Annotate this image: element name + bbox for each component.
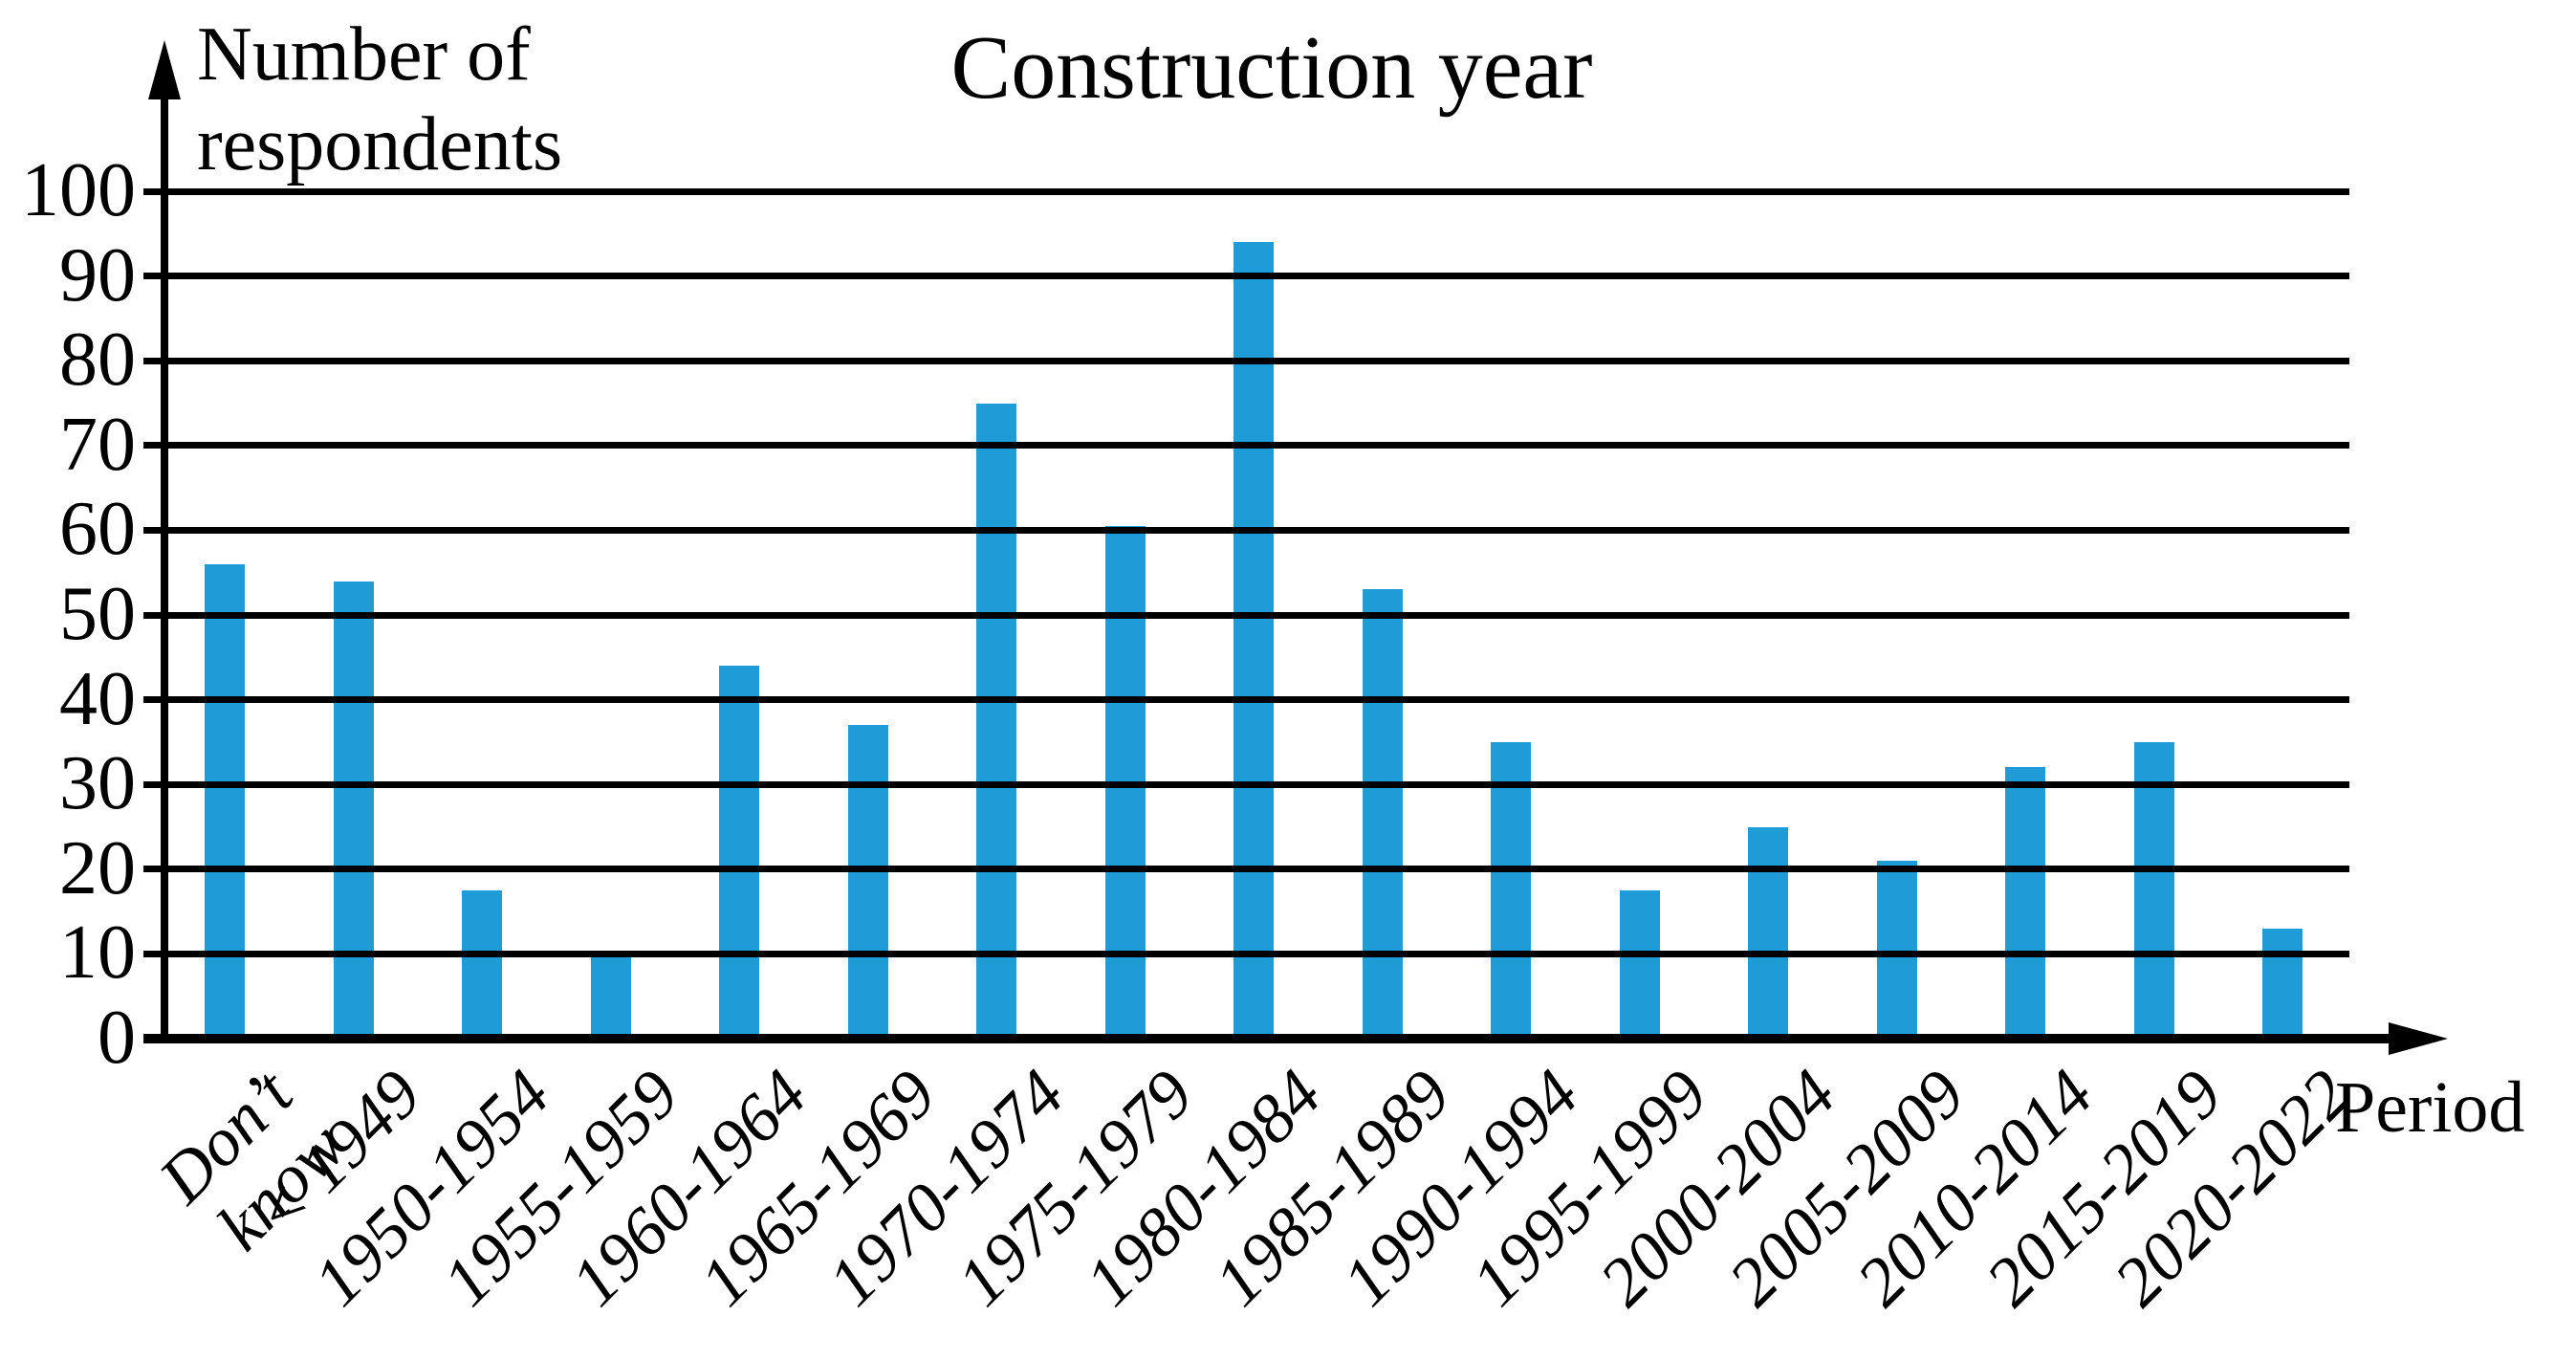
x-axis-line [143, 1034, 2392, 1043]
bar [976, 403, 1016, 1042]
y-tick-label: 70 [59, 402, 136, 487]
bar [2262, 928, 2303, 1042]
bar [205, 563, 245, 1042]
bar [1748, 826, 1788, 1042]
gridline [143, 950, 2349, 957]
bar [2133, 741, 2174, 1042]
y-tick-label: 50 [59, 572, 136, 656]
y-axis-arrow-icon [148, 40, 181, 99]
y-tick-label: 100 [21, 148, 136, 232]
y-tick-label: 40 [59, 656, 136, 741]
y-tick-label: 0 [98, 996, 136, 1080]
gridline [143, 696, 2349, 704]
y-tick-label: 60 [59, 487, 136, 572]
y-tick-label: 80 [59, 318, 136, 403]
gridline [143, 866, 2349, 873]
gridline [143, 611, 2349, 619]
gridline [143, 780, 2349, 788]
y-axis-title: Number of respondents [197, 12, 563, 186]
y-tick-label: 30 [59, 741, 136, 826]
gridline [143, 187, 2349, 195]
bar [2005, 767, 2045, 1042]
x-axis-arrow-icon [2389, 1022, 2448, 1055]
bar [1619, 889, 1660, 1042]
bar [847, 725, 888, 1042]
gridline [143, 357, 2349, 364]
bar [462, 889, 502, 1042]
bar [719, 666, 759, 1042]
gridline [143, 526, 2349, 534]
y-axis-line [161, 88, 168, 1043]
bar [333, 581, 374, 1042]
bar [1491, 741, 1531, 1042]
y-tick-label: 90 [59, 232, 136, 318]
gridline [143, 273, 2349, 280]
chart-title: Construction year [950, 18, 1593, 118]
x-axis-title: Period [2335, 1067, 2525, 1148]
bar [1233, 242, 1274, 1042]
bar [590, 954, 631, 1042]
bar [1362, 589, 1403, 1042]
gridline [143, 442, 2349, 450]
y-tick-label: 20 [59, 825, 136, 910]
y-tick-label: 10 [59, 910, 136, 996]
